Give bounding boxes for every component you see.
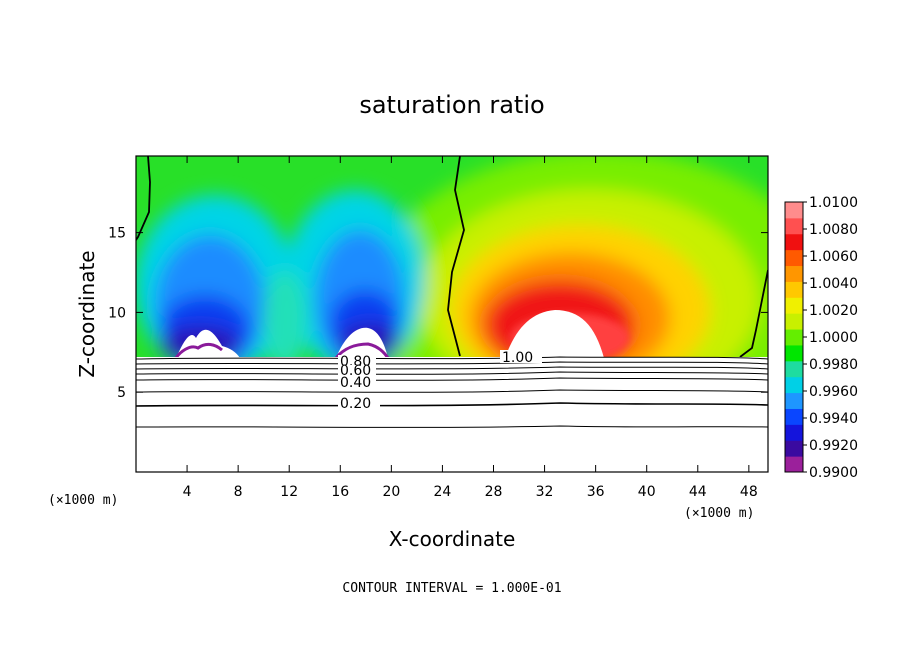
x-tick-label: 40 — [638, 484, 656, 500]
x-tick-label: 28 — [485, 484, 503, 500]
chart-title: saturation ratio — [359, 91, 544, 119]
colorbar-label: 0.9900 — [809, 465, 858, 481]
colorbar-swatch — [785, 408, 803, 425]
y-tick-label: 10 — [108, 305, 126, 321]
x-tick-label: 32 — [536, 484, 554, 500]
colorbar: 1.0100 1.0080 1.0060 1.0040 1.0020 1.0000 0.99… — [784, 195, 858, 481]
plot-frame — [135, 155, 769, 473]
y-axis: 5 10 15 — [108, 226, 768, 401]
saturation-field — [136, 156, 768, 472]
x-tick-label: 44 — [689, 484, 707, 500]
x-unit-left: (×1000 m) — [48, 493, 118, 508]
x-axis: 4 8 12 16 20 24 28 32 36 40 44 48 — [183, 156, 758, 500]
colorbar-swatch — [785, 376, 803, 394]
x-tick-label: 36 — [587, 484, 605, 500]
colorbar-label: 0.9920 — [809, 438, 858, 454]
contour-labels: 0.80 0.60 0.40 0.20 1.00 — [338, 350, 542, 412]
colorbar-swatch — [785, 360, 803, 378]
contour-label-0.20: 0.20 — [340, 396, 371, 412]
colorbar-swatch — [785, 281, 803, 298]
colorbar-label: 0.9980 — [809, 357, 858, 373]
contour-label-1.00: 1.00 — [502, 350, 533, 366]
colorbar-swatch — [785, 297, 803, 314]
colorbar-swatch — [785, 456, 803, 473]
colorbar-swatch — [785, 329, 803, 346]
contour-interval-note: CONTOUR INTERVAL = 1.000E-01 — [342, 581, 561, 596]
colorbar-swatch — [785, 344, 803, 362]
colorbar-swatch — [785, 217, 803, 235]
colorbar-label: 0.9960 — [809, 384, 858, 400]
x-tick-label: 16 — [331, 484, 349, 500]
x-tick-label: 8 — [234, 484, 243, 500]
x-tick-label: 12 — [280, 484, 298, 500]
colorbar-label: 0.9940 — [809, 411, 858, 427]
colorbar-label: 1.0060 — [809, 249, 858, 265]
colorbar-swatch — [785, 265, 803, 282]
colorbar-label: 1.0040 — [809, 276, 858, 292]
colorbar-swatch — [785, 313, 803, 330]
colorbar-swatch — [785, 440, 803, 457]
colorbar-swatch — [785, 249, 803, 267]
contour-label-0.60: 0.60 — [340, 363, 371, 379]
colorbar-label: 1.0080 — [809, 222, 858, 238]
colorbar-swatch — [785, 233, 803, 251]
x-tick-label: 24 — [434, 484, 452, 500]
colorbar-swatch — [785, 424, 803, 441]
contour-label-0.40: 0.40 — [340, 375, 371, 391]
colorbar-label: 1.0100 — [809, 195, 858, 211]
colorbar-swatch — [785, 202, 803, 219]
x-axis-label: X-coordinate — [389, 527, 516, 551]
x-tick-label: 20 — [382, 484, 400, 500]
y-tick-label: 15 — [108, 226, 126, 242]
x-tick-label: 4 — [183, 484, 192, 500]
x-unit-right: (×1000 m) — [684, 506, 754, 521]
y-axis-label: Z-coordinate — [75, 250, 99, 377]
x-tick-label: 48 — [740, 484, 758, 500]
colorbar-label: 1.0000 — [809, 330, 858, 346]
colorbar-swatch — [785, 392, 803, 409]
y-tick-label: 5 — [117, 385, 126, 401]
colorbar-label: 1.0020 — [809, 303, 858, 319]
